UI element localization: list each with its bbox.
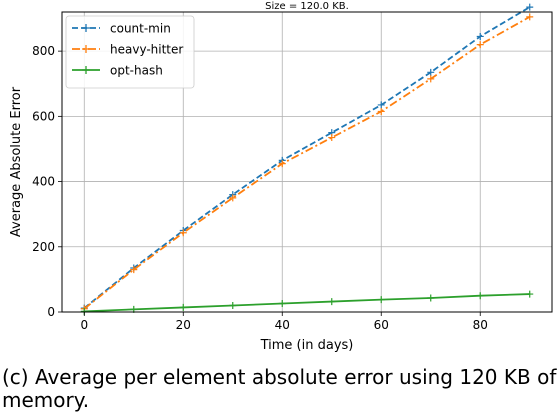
data-point [179,303,187,311]
series-layer [80,3,534,315]
series-line-heavy-hitter [83,16,531,310]
y-tick-label: 800 [32,44,55,58]
y-tick-label: 0 [47,305,55,319]
x-tick-label: 40 [275,318,290,332]
legend: count-min heavy-hitter opt-hash [65,15,195,89]
data-point [278,300,286,308]
data-point [476,32,484,40]
data-point [377,296,385,304]
data-point [179,229,187,237]
x-tick-label: 80 [473,318,488,332]
y-tick-label: 600 [32,109,55,123]
data-point [130,266,138,274]
legend-label-heavy-hitter: heavy-hitter [110,43,183,57]
data-point [526,290,534,298]
y-axis-label: Average Absolute Error [9,86,24,237]
data-point [377,107,385,115]
data-point [526,13,534,21]
data-point [229,301,237,309]
data-point [229,194,237,202]
series-line-opt-hash [84,293,530,313]
data-point [476,41,484,49]
figure-caption: (c) Average per element absolute error u… [2,365,557,412]
legend-marker [82,24,90,32]
chart-title: Size = 120.0 KB. [265,1,349,12]
x-tick-label: 60 [374,318,389,332]
y-tick-label: 400 [32,175,55,189]
data-point [328,134,336,142]
plot-frame [61,11,553,313]
y-tick-label: 200 [32,240,55,254]
legend-label-count-min: count-min [110,22,171,36]
data-point [526,3,534,11]
legend-marker [82,45,90,53]
legend-label-opt-hash: opt-hash [110,64,163,78]
x-tick-label: 20 [176,318,191,332]
data-point [328,298,336,306]
legend-marker [82,66,90,74]
data-point [377,101,385,109]
x-tick-label: 0 [80,318,88,332]
data-point [427,75,435,83]
data-point [476,292,484,300]
data-point [427,294,435,302]
x-axis-label: Time (in days) [260,338,354,353]
series-line-count-min [83,6,531,309]
data-point [278,160,286,168]
data-point [427,68,435,76]
